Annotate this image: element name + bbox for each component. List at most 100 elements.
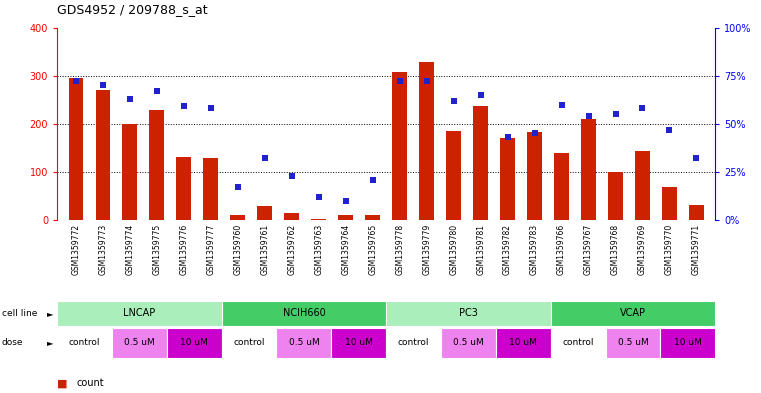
Text: 0.5 uM: 0.5 uM [124,338,154,347]
Bar [551,301,715,326]
Text: control: control [398,338,429,347]
Bar [500,138,515,220]
Bar [661,328,715,358]
Text: ►: ► [46,338,53,347]
Text: GSM1359779: GSM1359779 [422,224,431,275]
Bar [441,328,496,358]
Bar [257,206,272,220]
Point [367,176,379,183]
Bar [285,213,299,220]
Text: GSM1359781: GSM1359781 [476,224,485,275]
Text: GSM1359766: GSM1359766 [557,224,566,275]
Point [151,88,163,94]
Text: GSM1359760: GSM1359760 [234,224,242,275]
Bar [68,78,84,220]
Text: NCIH660: NCIH660 [282,309,325,318]
Text: GSM1359761: GSM1359761 [260,224,269,275]
Bar [662,187,677,220]
Bar [608,172,623,220]
Text: GSM1359768: GSM1359768 [611,224,620,275]
Bar [386,301,551,326]
Bar [123,124,137,220]
Point [610,111,622,118]
Bar [581,119,596,220]
Text: GSM1359777: GSM1359777 [206,224,215,275]
Bar [311,219,326,220]
Text: GSM1359772: GSM1359772 [72,224,81,275]
Point [285,173,298,179]
Point [124,95,136,102]
Bar [57,301,221,326]
Bar [167,328,221,358]
Bar [177,158,191,220]
Bar [96,90,110,220]
Point [528,130,540,136]
Text: 10 uM: 10 uM [345,338,373,347]
Point [690,155,702,162]
Bar [221,328,276,358]
Text: PC3: PC3 [459,309,478,318]
Text: GSM1359782: GSM1359782 [503,224,512,275]
Text: 10 uM: 10 uM [180,338,209,347]
Bar [112,328,167,358]
Bar [57,328,112,358]
Text: control: control [234,338,265,347]
Bar [606,328,661,358]
Bar [527,132,542,220]
Text: GSM1359767: GSM1359767 [584,224,593,275]
Text: count: count [76,378,103,388]
Point [339,198,352,204]
Text: GSM1359778: GSM1359778 [395,224,404,275]
Bar [221,301,386,326]
Point [259,155,271,162]
Bar [231,215,245,220]
Text: GSM1359762: GSM1359762 [288,224,296,275]
Bar [365,215,380,220]
Text: GSM1359770: GSM1359770 [665,224,674,275]
Bar [419,62,434,220]
Text: cell line: cell line [2,309,37,318]
Bar [551,328,606,358]
Text: ■: ■ [57,378,68,388]
Point [232,184,244,191]
Bar [331,328,386,358]
Point [664,127,676,133]
Point [70,78,82,84]
Point [313,194,325,200]
Text: 0.5 uM: 0.5 uM [618,338,648,347]
Bar [496,328,551,358]
Text: GSM1359775: GSM1359775 [152,224,161,275]
Text: 0.5 uM: 0.5 uM [453,338,484,347]
Point [205,105,217,112]
Bar [339,215,353,220]
Bar [392,72,407,220]
Text: GSM1359780: GSM1359780 [449,224,458,275]
Text: ►: ► [46,309,53,318]
Point [582,113,594,119]
Bar [689,205,704,220]
Text: GSM1359765: GSM1359765 [368,224,377,275]
Bar [276,328,331,358]
Text: 10 uM: 10 uM [674,338,702,347]
Text: GSM1359771: GSM1359771 [692,224,701,275]
Text: GSM1359763: GSM1359763 [314,224,323,275]
Bar [149,110,164,220]
Bar [635,151,650,220]
Point [556,101,568,108]
Point [178,103,190,110]
Text: GSM1359783: GSM1359783 [530,224,539,275]
Text: GSM1359764: GSM1359764 [341,224,350,275]
Point [421,78,433,84]
Text: control: control [68,338,100,347]
Text: LNCAP: LNCAP [123,309,155,318]
Text: VCAP: VCAP [620,309,646,318]
Text: control: control [562,338,594,347]
Point [393,78,406,84]
Point [447,97,460,104]
Bar [554,153,569,220]
Text: GSM1359769: GSM1359769 [638,224,647,275]
Text: 0.5 uM: 0.5 uM [288,338,320,347]
Bar [473,105,488,220]
Text: GSM1359776: GSM1359776 [180,224,189,275]
Text: GDS4952 / 209788_s_at: GDS4952 / 209788_s_at [57,3,208,16]
